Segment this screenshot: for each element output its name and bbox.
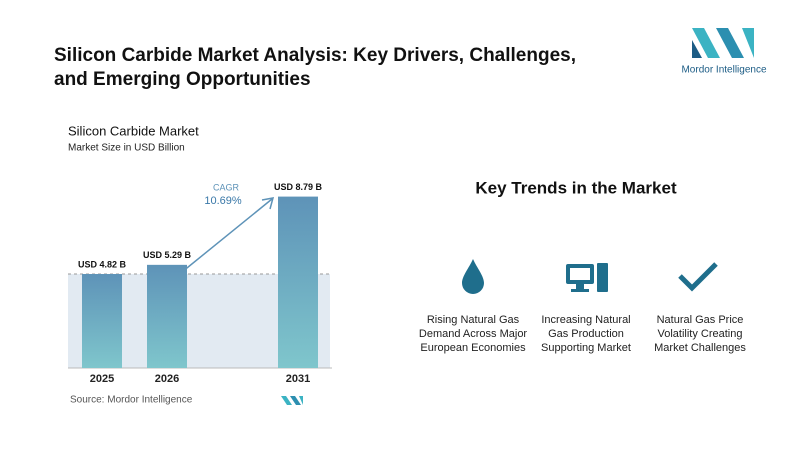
page-title: Silicon Carbide Market Analysis: Key Dri…: [54, 45, 576, 66]
logo-text: Mordor Intelligence: [681, 65, 766, 76]
computer-icon: [566, 263, 608, 292]
cagr-arrow-head: [261, 197, 275, 210]
check-icon: [678, 262, 718, 292]
value-label: USD 8.79 B: [274, 182, 323, 192]
value-label: USD 4.82 B: [78, 259, 127, 269]
source-logo: [281, 396, 303, 405]
trend-text: Increasing Natural Gas Production Suppor…: [541, 314, 631, 354]
page-title: and Emerging Opportunities: [54, 69, 311, 90]
x-tick-label: 2031: [286, 373, 310, 385]
x-tick-label: 2026: [155, 373, 179, 385]
source: Source: Mordor Intelligence: [70, 395, 193, 406]
x-tick-label: 2025: [90, 373, 114, 385]
trends-title: Key Trends in the Market: [475, 178, 677, 197]
bar: [82, 274, 122, 368]
chart-subtitle: Market Size in USD Billion: [68, 143, 185, 154]
logo-mark: [692, 28, 754, 58]
trend-text: Rising Natural Gas Demand Across Major E…: [418, 314, 528, 354]
chart-title: Silicon Carbide Market: [68, 123, 199, 138]
value-label: USD 5.29 B: [143, 250, 192, 260]
trend-text: Natural Gas Price Volatility Creating Ma…: [654, 314, 746, 354]
bar: [278, 196, 318, 368]
bar: [147, 264, 187, 368]
cagr-label: CAGR: [213, 182, 240, 192]
drop-icon: [462, 259, 484, 294]
cagr-arrow: [181, 198, 273, 273]
cagr-value: 10.69%: [204, 195, 242, 207]
